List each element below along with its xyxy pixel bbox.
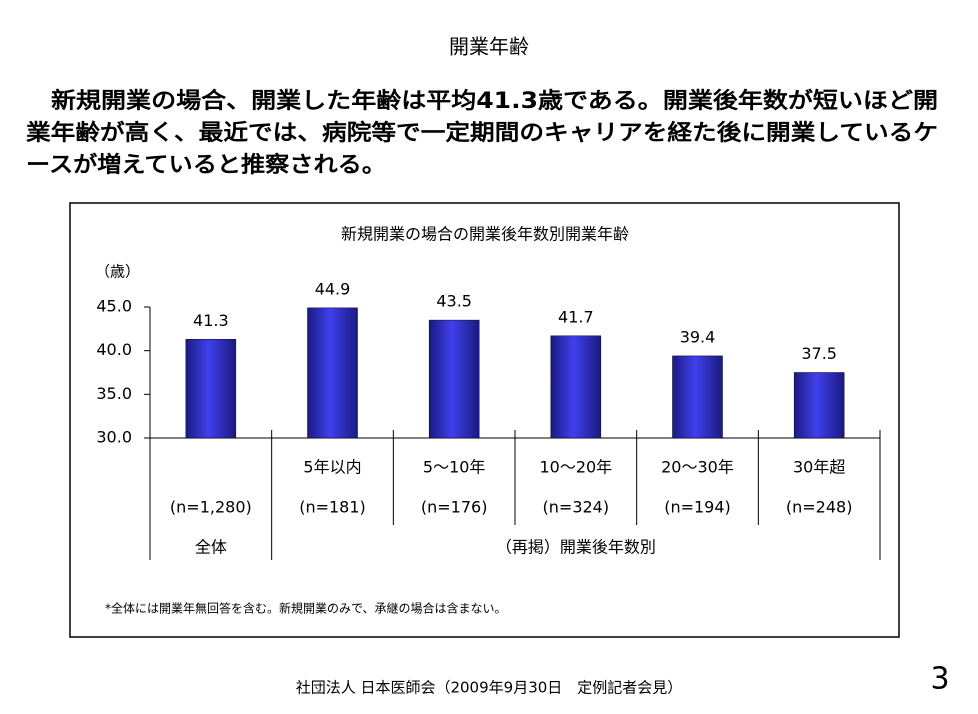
- footnote: *全体には開業年無回答を含む。新規開業のみで、承継の場合は含まない。: [105, 601, 507, 616]
- x-tick-label: 30年超: [793, 458, 845, 477]
- x-tick-label: 10～20年: [539, 458, 612, 477]
- body-line: ースが増えていると推察される。: [26, 152, 386, 178]
- body-line: 業年齢が高く、最近では、病院等で一定期間のキャリアを経た後に開業しているケ: [26, 120, 938, 146]
- page-number: 3: [930, 662, 949, 697]
- data-label: 44.9: [315, 279, 351, 298]
- data-label: 39.4: [680, 327, 716, 346]
- bar: [793, 372, 845, 439]
- bar: [185, 339, 237, 439]
- chart-frame: [69, 202, 900, 638]
- sample-size: (n=1,280): [170, 498, 252, 517]
- slide-title: 開業年齢: [449, 35, 529, 59]
- y-tick-label: 40.0: [96, 340, 132, 359]
- data-label: 41.7: [558, 307, 594, 326]
- y-tick-label: 45.0: [96, 297, 132, 316]
- data-label: 41.3: [193, 311, 229, 330]
- data-label: 43.5: [436, 292, 472, 311]
- chart-title: 新規開業の場合の開業後年数別開業年齢: [341, 225, 629, 244]
- bar: [428, 319, 480, 439]
- footer-source: 社団法人 日本医師会（2009年9月30日 定例記者会見）: [296, 679, 683, 697]
- sample-size: (n=181): [299, 498, 366, 517]
- y-axis-label: （歳）: [95, 263, 140, 281]
- y-tick-label: 35.0: [96, 384, 132, 403]
- sample-size: (n=176): [421, 498, 488, 517]
- plot: 30.0 35.0 40.0 45.0 41.3 (n=1,280) 44.9 5年以内 (n=…: [96, 279, 881, 560]
- bar: [550, 335, 602, 439]
- y-tick-label: 30.0: [96, 428, 132, 447]
- x-tick-label: 5～10年: [423, 458, 486, 477]
- bar: [307, 307, 358, 439]
- data-label: 37.5: [801, 344, 837, 363]
- x-tick-label: 5年以内: [303, 458, 361, 477]
- group-label: （再掲）開業後年数別: [496, 538, 656, 557]
- sample-size: (n=194): [664, 498, 731, 517]
- body-line: 新規開業の場合、開業した年齢は平均41.3歳である。開業後年数が短いほど開: [26, 88, 938, 114]
- x-tick-label: 20～30年: [661, 458, 734, 477]
- sample-size: (n=324): [543, 498, 610, 517]
- bar: [672, 355, 723, 439]
- group-label: 全体: [195, 538, 227, 557]
- sample-size: (n=248): [786, 498, 853, 517]
